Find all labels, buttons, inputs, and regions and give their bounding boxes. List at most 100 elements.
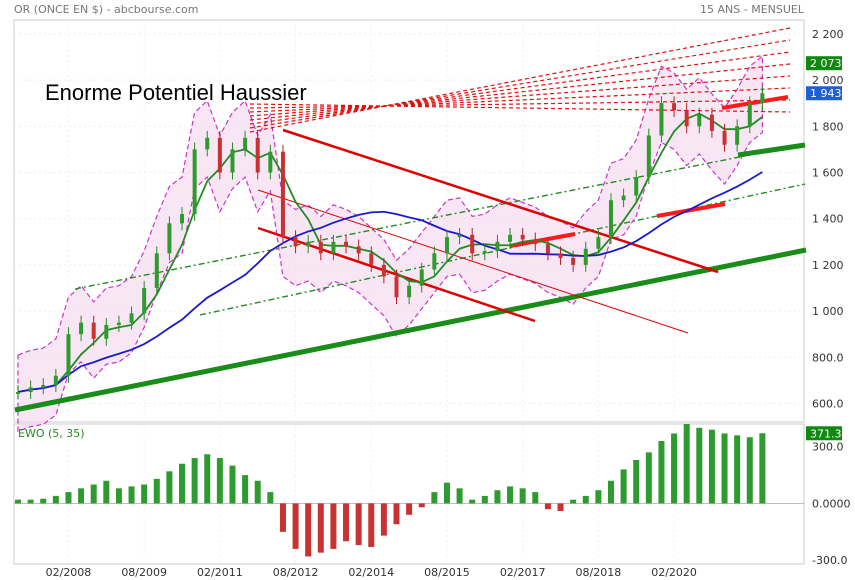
price-y-tick: 800.0: [812, 351, 844, 364]
price-candle: [306, 241, 311, 247]
price-y-tick: 2 200: [812, 28, 844, 41]
price-candle: [381, 264, 386, 277]
ewo-bar: [27, 499, 34, 504]
price-candle: [394, 276, 399, 298]
ewo-last-label: 371.3: [810, 427, 842, 440]
ewo-bar: [607, 480, 614, 504]
ewo-bar: [317, 503, 324, 553]
ewo-bar: [90, 484, 97, 504]
ewo-bar: [52, 495, 59, 504]
x-tick: 08/2012: [273, 566, 319, 579]
price-candle: [268, 151, 273, 173]
price-y-tick: 1 800: [812, 120, 844, 133]
resistance-segment: [509, 232, 576, 248]
price-candle: [28, 387, 33, 392]
ewo-bar: [658, 441, 665, 504]
ewo-bar: [746, 437, 753, 504]
x-tick: 08/2009: [121, 566, 167, 579]
ewo-y-tick: 0.0000: [812, 497, 851, 510]
mm200-line: [17, 171, 763, 393]
ewo-bar: [595, 490, 602, 504]
ewo-bar: [267, 492, 274, 504]
ewo-bar: [380, 503, 387, 536]
price-candle: [684, 110, 689, 127]
ewo-bar: [696, 427, 703, 504]
x-tick: 08/2015: [424, 566, 470, 579]
price-y-tick: 2 000: [812, 74, 844, 87]
ewo-bar: [128, 486, 135, 504]
price-candle: [79, 322, 84, 335]
price-candle: [407, 285, 412, 298]
mm20-line: [17, 112, 763, 393]
price-candle: [230, 149, 235, 173]
x-tick: 02/2020: [651, 566, 697, 579]
price-y-tick: 1 400: [812, 213, 844, 226]
price-candle: [697, 114, 702, 127]
price-candle: [243, 137, 248, 150]
ewo-bar: [582, 495, 589, 504]
x-tick: 02/2011: [197, 566, 243, 579]
price-candle: [53, 375, 58, 386]
x-tick: 08/2018: [576, 566, 622, 579]
chart-source-label: OR (ONCE EN $) - abcbourse.com: [14, 3, 199, 16]
ewo-bar: [683, 424, 690, 504]
price-candle: [205, 137, 210, 150]
ewo-bar: [494, 490, 501, 504]
ewo-bar: [141, 484, 148, 504]
falling-channel-mid: [257, 189, 689, 334]
ewo-bar: [633, 459, 640, 504]
ewo-bar: [431, 492, 438, 504]
ewo-bar: [65, 492, 72, 504]
ewo-bar: [721, 433, 728, 504]
resistance-dashed-line: [249, 39, 791, 129]
price-candle: [508, 234, 513, 242]
price-candle: [356, 246, 361, 254]
x-tick: 02/2014: [348, 566, 394, 579]
last-price-label: 1 943: [810, 87, 842, 100]
price-candle: [646, 135, 651, 178]
price-candle: [91, 322, 96, 339]
ewo-bar: [355, 503, 362, 546]
price-candle: [495, 241, 500, 252]
resistance-segment: [721, 95, 789, 110]
price-candle: [634, 177, 639, 196]
ewo-bar: [330, 503, 337, 549]
falling-channel-upper: [282, 128, 719, 274]
price-y-tick: 1 000: [812, 305, 844, 318]
ewo-bar: [570, 499, 577, 504]
ewo-bar: [519, 488, 526, 504]
price-candle: [583, 248, 588, 265]
bollinger-band: [17, 55, 763, 433]
ewo-bar: [620, 469, 627, 504]
ewo-bar: [279, 503, 286, 532]
ewo-bar: [242, 475, 249, 504]
price-candle: [545, 244, 550, 254]
price-candle: [709, 114, 714, 131]
ewo-bar: [292, 503, 299, 549]
resistance-dashed-line: [249, 75, 791, 117]
price-candle: [571, 257, 576, 265]
support-trendline: [14, 247, 807, 413]
ewo-bar: [557, 503, 564, 512]
ewo-bar: [103, 480, 110, 504]
price-candle: [41, 385, 46, 388]
ewo-bar: [507, 486, 514, 504]
ewo-last-badge: [806, 426, 842, 441]
price-candle: [180, 214, 185, 224]
x-tick: 02/2008: [46, 566, 92, 579]
ewo-bar: [115, 488, 122, 504]
ewo-bar: [216, 458, 223, 504]
price-candle: [331, 241, 336, 254]
ewo-y-tick: -300.0: [812, 554, 847, 567]
ewo-bar: [481, 495, 488, 504]
price-candle: [596, 237, 601, 249]
price-candle: [66, 334, 71, 376]
ewo-bar: [544, 503, 551, 510]
ewo-bar: [456, 488, 463, 504]
price-candle: [280, 151, 285, 238]
ewo-bar: [759, 433, 766, 504]
price-candle: [104, 324, 109, 339]
channel-mid-line: [199, 183, 806, 316]
ewo-bar: [229, 465, 236, 504]
ewo-bar: [305, 503, 312, 557]
